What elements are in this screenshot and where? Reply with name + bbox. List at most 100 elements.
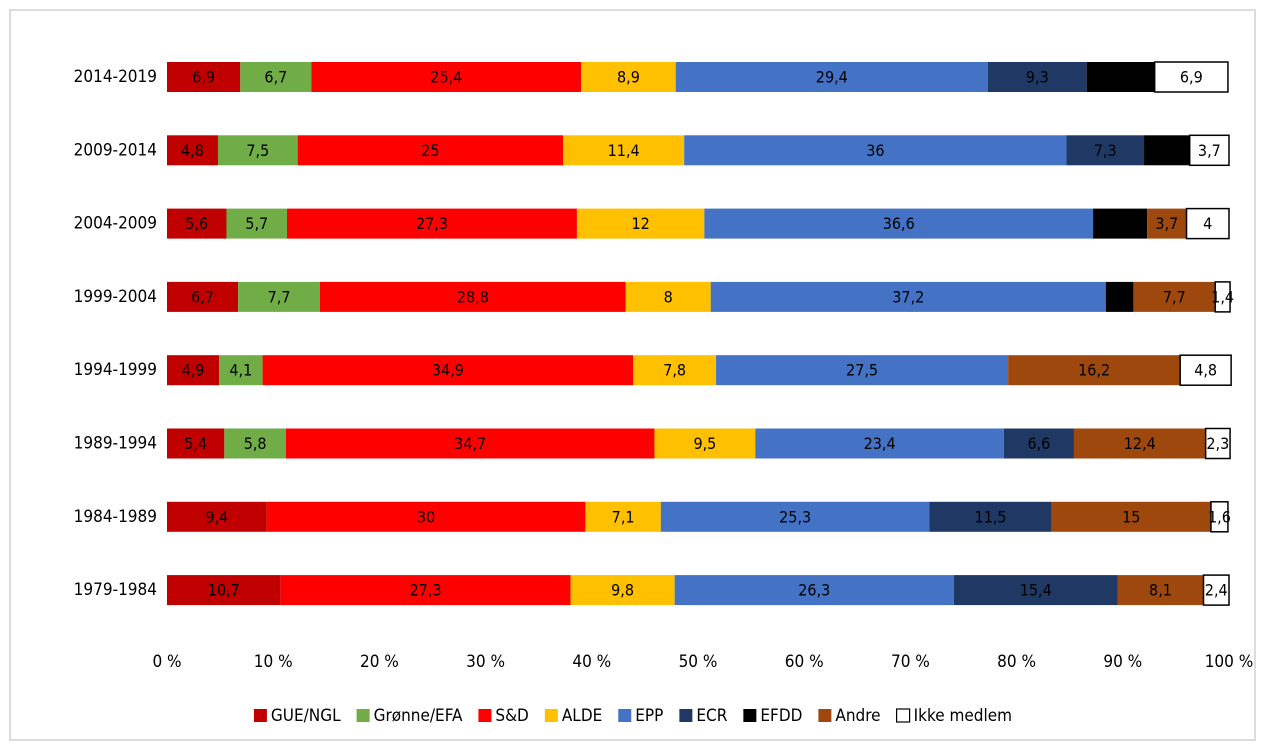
bar-segment bbox=[1003, 428, 1074, 459]
value-label: 26,3 bbox=[798, 581, 830, 600]
bar-segment bbox=[581, 62, 676, 92]
value-label: 8 bbox=[664, 287, 673, 306]
value-label: 4,3 bbox=[1155, 141, 1178, 160]
value-label: 37,2 bbox=[892, 287, 924, 306]
bar-segment bbox=[167, 62, 241, 92]
bar-segment bbox=[633, 355, 717, 386]
bar-segment bbox=[266, 501, 586, 532]
legend-swatch bbox=[895, 708, 911, 723]
legend-swatch bbox=[544, 709, 558, 722]
legend-swatch bbox=[478, 709, 492, 722]
value-label: 25,4 bbox=[430, 68, 462, 87]
legend-swatch bbox=[679, 709, 693, 722]
bar-segment bbox=[1202, 574, 1230, 606]
bar-segment bbox=[1051, 501, 1211, 532]
x-tick-label: 10 % bbox=[254, 652, 293, 672]
legend-swatch bbox=[743, 709, 757, 722]
bar-segment bbox=[167, 501, 267, 532]
bar-segment bbox=[1188, 134, 1230, 167]
value-label: 1,4 bbox=[1211, 287, 1234, 306]
value-label: 7,5 bbox=[246, 141, 269, 160]
x-tick-label: 60 % bbox=[785, 652, 824, 672]
value-label: 3,7 bbox=[1198, 141, 1221, 160]
value-label: 34,7 bbox=[454, 434, 486, 453]
x-tick-label: 30 % bbox=[466, 652, 505, 672]
bar-segment bbox=[1204, 427, 1231, 460]
bar-segment bbox=[1185, 207, 1230, 240]
bar-segment bbox=[1117, 575, 1204, 606]
legend-label: ECR bbox=[696, 706, 727, 726]
value-label: 6,9 bbox=[192, 68, 215, 87]
value-label: 4 bbox=[1203, 214, 1212, 233]
y-tick-label: 2009-2014 bbox=[74, 140, 157, 160]
bar-segment bbox=[576, 208, 705, 239]
value-label: 6,7 bbox=[264, 68, 287, 87]
value-label: 7,1 bbox=[612, 507, 635, 526]
value-label: 4,9 bbox=[182, 361, 205, 380]
bar-segment bbox=[585, 501, 661, 532]
y-tick-label: 2004-2009 bbox=[74, 214, 157, 234]
bar-segment bbox=[167, 281, 239, 312]
legend-label: ALDE bbox=[562, 706, 602, 726]
value-label: 16,2 bbox=[1078, 361, 1110, 380]
value-label: 6,9 bbox=[1180, 68, 1203, 87]
bar-segment bbox=[1179, 354, 1232, 386]
value-label: 25,3 bbox=[779, 507, 811, 526]
legend-label: Andre bbox=[835, 706, 880, 726]
value-label: 11,4 bbox=[608, 141, 640, 160]
value-label: 10,7 bbox=[208, 581, 240, 600]
bar-segment bbox=[660, 501, 930, 532]
value-label: 9,5 bbox=[693, 434, 716, 453]
legend-swatch bbox=[356, 709, 370, 722]
bar-segment bbox=[755, 428, 1004, 459]
value-label: 7,7 bbox=[268, 287, 291, 306]
y-tick-label: 2014-2019 bbox=[74, 67, 157, 87]
value-label: 9,8 bbox=[611, 581, 634, 600]
value-label: 27,3 bbox=[410, 581, 442, 600]
y-tick-label: 1984-1989 bbox=[74, 507, 157, 527]
value-label: 25 bbox=[421, 141, 439, 160]
bar-segment bbox=[1105, 281, 1134, 312]
legend-label: Grønne/EFA bbox=[374, 706, 463, 726]
bar-segment bbox=[167, 135, 218, 166]
x-tick-label: 20 % bbox=[360, 652, 399, 672]
value-label: 7,3 bbox=[1094, 141, 1117, 160]
x-tick-label: 80 % bbox=[997, 652, 1036, 672]
bar-segment bbox=[1214, 281, 1231, 313]
bar-segment bbox=[654, 428, 756, 459]
legend-label: Ikke medlem bbox=[914, 706, 1012, 726]
bar-segment bbox=[167, 575, 281, 606]
bar-segment bbox=[929, 501, 1052, 532]
value-label: 1,6 bbox=[1208, 507, 1231, 526]
value-label: 9,4 bbox=[205, 507, 228, 526]
bar-segment bbox=[675, 62, 988, 92]
x-tick-label: 70 % bbox=[891, 652, 930, 672]
value-label: 8,9 bbox=[617, 68, 640, 87]
value-label: 2,6 bbox=[1108, 287, 1131, 306]
value-label: 5,7 bbox=[245, 214, 268, 233]
value-label: 7,7 bbox=[1163, 287, 1186, 306]
value-label: 2,3 bbox=[1206, 434, 1229, 453]
value-label: 15 bbox=[1122, 507, 1140, 526]
value-label: 30 bbox=[417, 507, 435, 526]
bar-segment bbox=[570, 575, 675, 606]
y-tick-label: 1994-1999 bbox=[74, 360, 157, 380]
bar-segment bbox=[716, 355, 1009, 386]
bar-segment bbox=[1153, 61, 1229, 93]
value-label: 27,3 bbox=[416, 214, 448, 233]
bar-segment bbox=[1133, 281, 1216, 312]
bar-segment bbox=[563, 135, 685, 166]
value-label: 5,6 bbox=[185, 214, 208, 233]
bar-segment bbox=[226, 208, 288, 239]
bar-segment bbox=[240, 62, 312, 92]
legend-label: EFDD bbox=[760, 706, 802, 726]
bar-segment bbox=[684, 135, 1067, 166]
x-tick-label: 0 % bbox=[152, 652, 181, 672]
bar-segment bbox=[625, 281, 711, 312]
bar-segment bbox=[319, 281, 626, 312]
bar-segment bbox=[674, 575, 954, 606]
value-label: 6,4 bbox=[1109, 68, 1132, 87]
y-tick-label: 1979-1984 bbox=[74, 580, 157, 600]
legend-label: GUE/NGL bbox=[271, 706, 341, 726]
